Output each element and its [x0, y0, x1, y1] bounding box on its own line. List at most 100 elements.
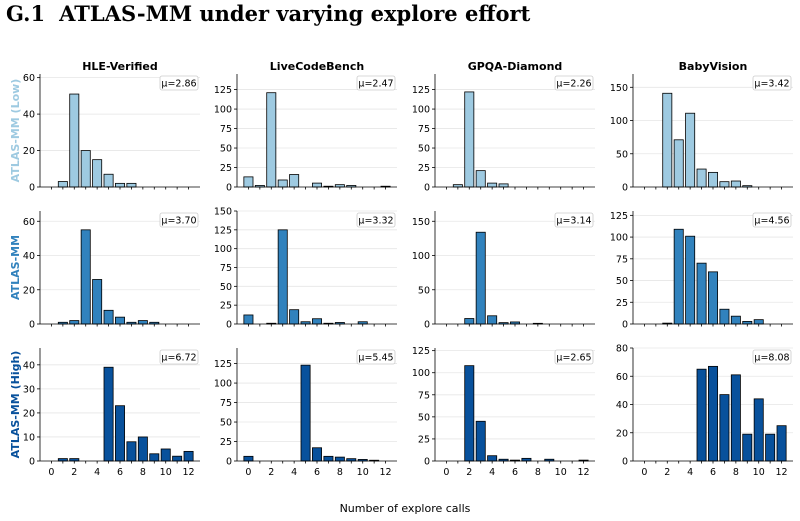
- panel-r0c0-bar-7: [126, 182, 137, 188]
- panel-r2c0-bar-8: [137, 436, 148, 462]
- panel-r2c3-mean-box: [752, 349, 792, 365]
- column-title-babyvision: BabyVision: [679, 60, 748, 73]
- panel-r2c3-bar-11: [765, 433, 776, 462]
- panel-r1c3-ytick-label: 25: [616, 298, 628, 309]
- panel-r0c3-bar-3: [673, 139, 684, 188]
- panel-r2c0-xtick-label: 0: [48, 467, 54, 478]
- panel-r2c0-xtick-label: 4: [94, 467, 100, 478]
- panel-r1c3-ytick-label: 100: [610, 233, 628, 244]
- panel-r2c1-mean-label: μ=5.45: [358, 353, 393, 364]
- panel-r1c1-ytick-label: 150: [214, 207, 232, 218]
- panel-r1c3-ytick-label: 75: [616, 254, 628, 265]
- panel-r0c0-ytick-label: 40: [23, 110, 35, 121]
- panel-r2c2-ytick-label: 100: [412, 368, 430, 379]
- panel-r2c1-bar-6: [312, 447, 322, 462]
- column-title-gpqa-diamond: GPQA-Diamond: [468, 60, 563, 73]
- panel-r0c0-ytick-label: 20: [23, 146, 35, 157]
- panel-r1c3-ytick-label: 50: [616, 276, 628, 287]
- panel-r2c2-ytick-label: 0: [424, 457, 430, 468]
- panel-r1c3-ytick-label: 0: [622, 320, 628, 331]
- panel-r2c1-ytick-label: 50: [220, 418, 232, 429]
- panel-r2c3-bar-12: [776, 425, 787, 462]
- panel-r2c0-ytick-label: 0: [29, 457, 35, 468]
- panel-r2c2-bar-4: [487, 455, 498, 462]
- panel-r1c3-bar-6: [708, 271, 718, 325]
- panel-r2c3-ytick-label: 60: [616, 372, 628, 383]
- panel-r0c0-bar-4: [92, 159, 103, 188]
- panel-r2c2-xtick-label: 2: [466, 467, 472, 478]
- panel-r1c0-ytick-label: 60: [23, 217, 35, 228]
- panel-r2c2-xtick-label: 8: [535, 467, 541, 478]
- panel-r1c2-ytick-label: 0: [424, 320, 430, 331]
- panel-r0c3-ytick-label: 100: [610, 116, 628, 127]
- panel-r1c0-bar-2: [69, 320, 80, 325]
- panel-r2c2-xtick-label: 4: [489, 467, 495, 478]
- panel-r2c2-xtick-label: 0: [443, 467, 449, 478]
- panel-r2c2-mean-label: μ=2.65: [556, 353, 591, 364]
- panel-r0c0-bar-2: [69, 93, 80, 188]
- panel-r0c3-ytick-label: 50: [616, 149, 628, 160]
- panel-r2c1-xtick-label: 0: [245, 467, 251, 478]
- panel-r2c1-mean-box: [356, 349, 396, 365]
- panel-r1c1-mean-label: μ=3.32: [358, 216, 393, 227]
- panel-r2c3-xtick-label: 8: [733, 467, 739, 478]
- panel-r2c3-bar-10: [753, 398, 764, 462]
- panel-r1c2-mean-box: [554, 212, 594, 228]
- panel-r2c3-mean-label: μ=8.08: [754, 353, 789, 364]
- panel-r0c3-ytick-label: 150: [610, 83, 628, 94]
- panel-r2c3-xtick-label: 0: [641, 467, 647, 478]
- panel-r2c3-ytick-label: 40: [616, 400, 628, 411]
- panel-r1c3-ytick-label: 125: [610, 211, 628, 222]
- panel-r0c2-bar-3: [475, 170, 486, 188]
- panel-r2c1-xtick-label: 12: [380, 467, 392, 478]
- panel-r0c1-bar-2: [266, 92, 277, 188]
- panel-r2c2-bar-2: [464, 365, 475, 462]
- panel-r2c0-ytick-label: 40: [23, 360, 35, 371]
- panel-r2c3-xtick-label: 2: [664, 467, 670, 478]
- panel-r0c1-ytick-label: 125: [214, 85, 232, 96]
- panel-r2c1-ytick-label: 125: [214, 359, 232, 370]
- panel-r2c1-bar-7: [323, 455, 334, 462]
- panel-r2c3-xtick-label: 10: [753, 467, 765, 478]
- panel-r2c0-mean-label: μ=6.72: [161, 353, 196, 364]
- panel-r0c2-bar-5: [498, 183, 509, 188]
- panel-r2c0-bar-6: [115, 405, 125, 462]
- panel-r2c0-ytick-label: 20: [23, 408, 35, 419]
- section-heading: G.1 ATLAS-MM under varying explore effort: [6, 1, 530, 26]
- panel-r1c1-ytick-label: 100: [214, 244, 232, 255]
- panel-r1c3-bar-10: [753, 319, 764, 325]
- panel-r2c0-bar-12: [183, 450, 194, 462]
- panel-r0c3-bar-6: [708, 171, 718, 188]
- panel-r1c3-bar-7: [719, 308, 730, 325]
- panel-r0c1-ytick-label: 25: [220, 163, 232, 174]
- panel-r1c2-ytick-label: 150: [412, 217, 430, 228]
- panel-r1c1-ytick-label: 25: [220, 301, 232, 312]
- panel-r2c2-ytick-label: 125: [412, 346, 430, 357]
- row-label-atlas-mm-high: ATLAS-MM (High): [9, 351, 22, 459]
- panel-r0c1-bar-6: [312, 182, 322, 188]
- panel-r1c2-bar-3: [475, 231, 486, 325]
- panel-r2c1-xtick-label: 8: [337, 467, 343, 478]
- panel-r2c1-bar-0: [243, 455, 254, 462]
- panel-r2c3-bar-5: [696, 368, 707, 462]
- panel-r1c1-bar-4: [289, 309, 300, 325]
- panel-r1c0-mean-box: [159, 212, 199, 228]
- panel-r1c1-bar-0: [243, 314, 254, 325]
- panel-r0c2-ytick-label: 50: [418, 144, 430, 155]
- panel-r0c3-bar-5: [696, 168, 707, 188]
- panel-r1c3-mean-label: μ=4.56: [754, 216, 789, 227]
- panel-r1c3-bar-5: [696, 262, 707, 325]
- panel-r2c0-mean-box: [159, 349, 199, 365]
- panel-r2c0-bar-9: [149, 453, 160, 462]
- panel-r2c0-xtick-label: 8: [140, 467, 146, 478]
- panel-r1c2-ytick-label: 100: [412, 251, 430, 262]
- panel-r0c0-bar-6: [115, 182, 125, 188]
- column-title-livecodebench: LiveCodeBench: [270, 60, 364, 73]
- panel-r0c0-bar-3: [80, 150, 91, 188]
- panel-r1c2-mean-label: μ=3.14: [556, 216, 591, 227]
- panel-r1c1-ytick-label: 50: [220, 282, 232, 293]
- panel-r2c2-mean-box: [554, 349, 594, 365]
- x-axis-label: Number of explore calls: [340, 502, 471, 515]
- panel-r2c3-bar-7: [719, 394, 730, 462]
- panel-r2c2-ytick-label: 25: [418, 434, 430, 445]
